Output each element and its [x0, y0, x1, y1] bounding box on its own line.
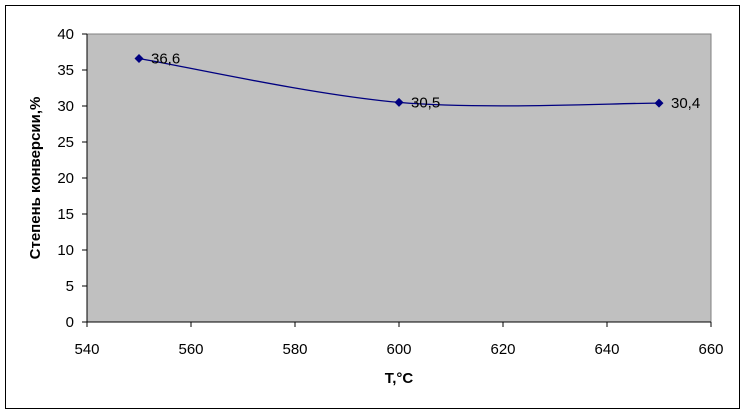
y-axis: 0 5 10 15 20 25 30 35 40 [57, 26, 88, 331]
plot-area [86, 33, 712, 323]
data-labels: 36,6 30,5 30,4 [151, 50, 700, 112]
data-label: 36,6 [151, 50, 180, 67]
data-point-marker [654, 98, 664, 108]
y-tick-label: 15 [57, 206, 74, 223]
x-tick-label: 540 [74, 341, 99, 358]
data-point-marker [394, 97, 404, 107]
data-label: 30,5 [411, 94, 440, 111]
x-tick-label: 560 [178, 341, 203, 358]
x-tick-label: 600 [386, 341, 411, 358]
series-markers [134, 53, 664, 108]
y-tick-label: 30 [57, 98, 74, 115]
x-tick-label: 640 [594, 341, 619, 358]
x-axis: 540 560 580 600 620 640 660 [74, 321, 724, 358]
y-tick-label: 20 [57, 170, 74, 187]
x-tick-label: 660 [698, 341, 723, 358]
y-tick-label: 35 [57, 62, 74, 79]
y-axis-title: Степень конверсии,% [27, 97, 44, 260]
y-tick-label: 5 [66, 278, 74, 295]
x-tick-label: 580 [282, 341, 307, 358]
y-tick-label: 25 [57, 134, 74, 151]
x-tick-label: 620 [490, 341, 515, 358]
y-tick-label: 10 [57, 242, 74, 259]
y-tick-label: 40 [57, 26, 74, 43]
data-point-marker [134, 53, 144, 63]
y-tick-label: 0 [66, 314, 74, 331]
data-label: 30,4 [671, 95, 700, 112]
x-axis-title: T,°C [385, 370, 414, 387]
